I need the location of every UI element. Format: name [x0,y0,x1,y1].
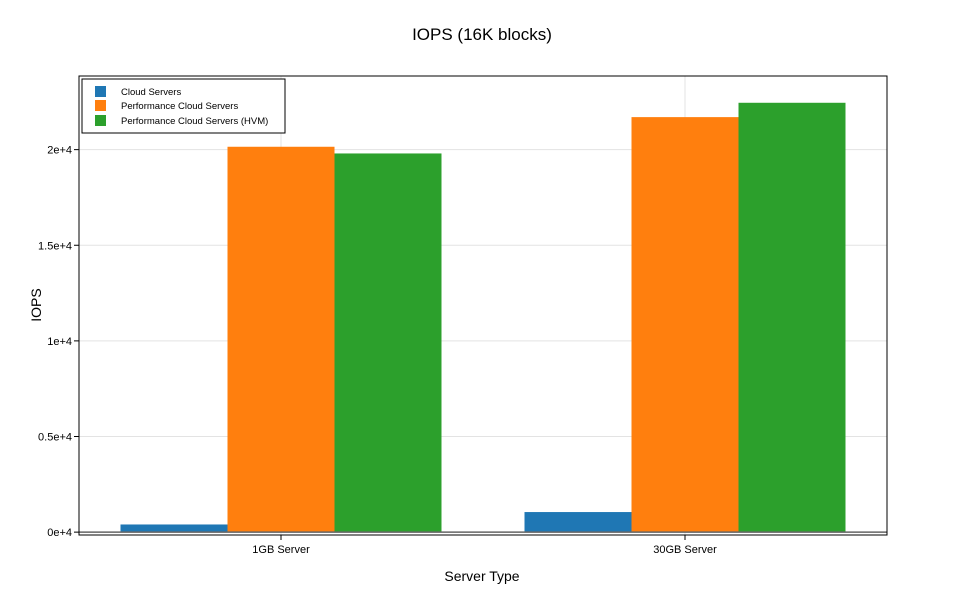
legend: Cloud Servers Performance Cloud Servers … [81,78,286,134]
legend-swatch-performance-cloud-servers [95,100,106,111]
legend-swatch-performance-cloud-servers-hvm [95,115,106,126]
x-axis: 1GB Server 30GB Server [252,535,717,556]
y-tick-label: 0e+4 [47,527,72,539]
legend-label-performance-cloud-servers: Performance Cloud Servers [121,101,238,112]
bars [79,102,887,533]
x-tick-label: 1GB Server [252,544,310,556]
y-tick-label: 1e+4 [47,336,72,348]
bar-performance-cloud-servers-hvm-0 [334,153,442,533]
y-axis-label: IOPS [28,288,44,321]
bar-performance-cloud-servers-0 [227,146,335,533]
legend-swatch-cloud-servers [95,86,106,97]
bar-performance-cloud-servers-1 [631,117,739,533]
plot-frame [78,75,888,536]
legend-label-cloud-servers: Cloud Servers [121,87,181,98]
bar-performance-cloud-servers-hvm-1 [738,102,846,533]
chart-title: IOPS (16K blocks) [412,25,552,44]
legend-box [81,78,286,134]
y-tick-label: 1.5e+4 [38,240,72,252]
x-tick-label: 30GB Server [653,544,717,556]
bar-cloud-servers-1 [524,512,632,533]
y-tick-label: 0.5e+4 [38,432,72,444]
legend-label-performance-cloud-servers-hvm: Performance Cloud Servers (HVM) [121,116,268,127]
y-tick-label: 2e+4 [47,145,72,157]
bar-cloud-servers-0 [120,524,228,533]
x-axis-label: Server Type [444,568,519,584]
y-axis: 0e+4 0.5e+4 1e+4 1.5e+4 2e+4 [38,145,79,539]
